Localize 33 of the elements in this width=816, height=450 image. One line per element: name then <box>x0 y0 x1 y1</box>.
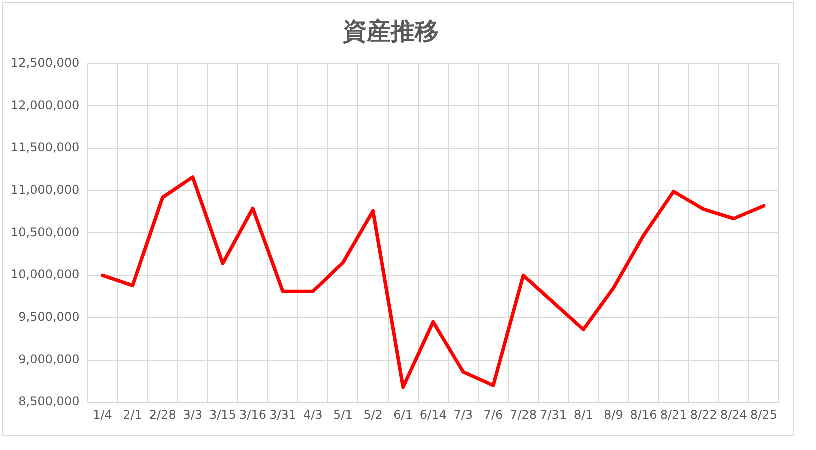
x-tick-label: 4/3 <box>303 408 323 422</box>
x-tick-label: 7/3 <box>454 408 474 422</box>
x-tick-label: 8/24 <box>720 408 748 422</box>
y-tick-label: 8,500,000 <box>18 394 80 409</box>
x-tick-label: 3/16 <box>240 408 266 422</box>
x-tick-label: 5/1 <box>334 408 353 422</box>
x-tick-label: 8/22 <box>690 408 718 422</box>
y-tick-label: 10,000,000 <box>10 268 80 282</box>
y-tick-label: 12,000,000 <box>10 98 80 112</box>
chart-title: 資産推移 <box>342 18 439 46</box>
x-tick-label: 6/1 <box>394 408 413 422</box>
x-tick-label: 8/1 <box>574 408 594 422</box>
y-tick-label: 9,000,000 <box>18 352 80 366</box>
x-tick-label: 3/15 <box>209 408 236 422</box>
x-tick-label: 5/2 <box>364 408 383 422</box>
x-tick-label: 7/31 <box>540 408 568 422</box>
x-tick-label: 3/3 <box>183 408 203 422</box>
x-tick-label: 1/4 <box>93 408 112 422</box>
x-tick-label: 8/9 <box>604 408 624 422</box>
x-tick-label: 8/25 <box>750 408 778 422</box>
y-tick-label: 9,500,000 <box>18 310 80 324</box>
x-tick-label: 7/28 <box>510 408 537 422</box>
x-tick-label: 2/1 <box>123 408 142 422</box>
x-tick-label: 3/31 <box>270 408 297 422</box>
y-tick-label: 11,000,000 <box>10 182 80 197</box>
y-tick-label: 10,500,000 <box>10 225 80 240</box>
y-tick-label: 12,500,000 <box>10 56 80 70</box>
x-tick-label: 8/21 <box>660 408 688 422</box>
x-tick-label: 6/14 <box>420 408 447 422</box>
x-tick-label: 7/6 <box>484 408 504 422</box>
x-tick-label: 8/16 <box>630 408 658 422</box>
x-tick-label: 2/28 <box>149 408 176 422</box>
y-tick-label: 11,500,000 <box>10 140 80 155</box>
